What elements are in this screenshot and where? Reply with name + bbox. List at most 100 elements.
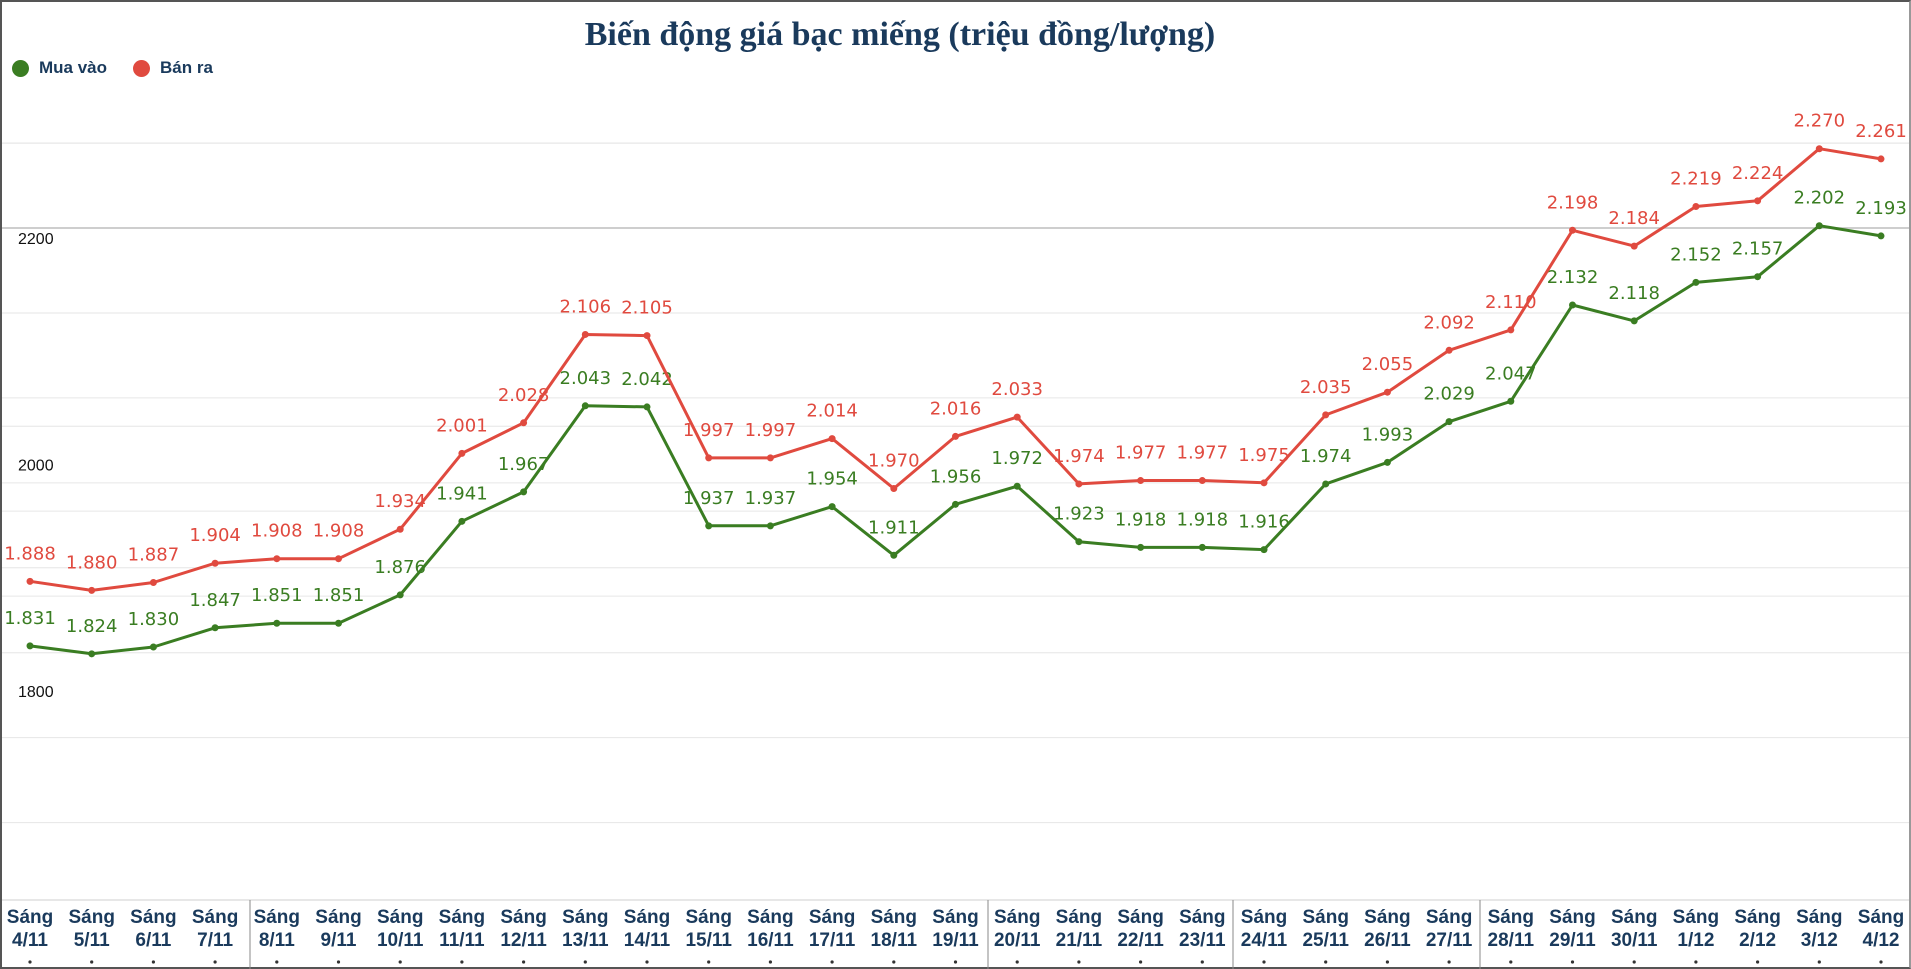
legend-swatch-ban-ra	[133, 59, 151, 77]
point-mua-vao	[1630, 317, 1638, 325]
data-label-ban-ra: 2.110	[1485, 292, 1537, 313]
x-tick-label: 23/11	[1179, 930, 1226, 951]
data-label-ban-ra: 1.970	[868, 450, 920, 471]
data-label-ban-ra: 2.219	[1670, 168, 1722, 189]
point-ban-ra	[705, 454, 713, 462]
data-label-mua-vao: 1.918	[1115, 509, 1167, 530]
x-tick-label: Sáng	[1796, 907, 1842, 928]
point-mua-vao	[1754, 273, 1762, 281]
x-tick-mark	[1694, 960, 1698, 964]
x-tick-label: 3/12	[1801, 930, 1838, 951]
x-tick-mark	[1324, 960, 1328, 964]
point-ban-ra	[1383, 388, 1391, 396]
data-label-ban-ra: 2.016	[930, 398, 982, 419]
point-mua-vao	[766, 522, 774, 530]
data-label-mua-vao: 1.954	[806, 469, 858, 490]
data-label-ban-ra: 1.887	[128, 544, 180, 565]
x-tick-label: 4/12	[1863, 930, 1900, 951]
point-mua-vao	[520, 488, 528, 496]
x-tick-label: 5/11	[74, 930, 110, 951]
data-label-mua-vao: 1.831	[4, 608, 56, 629]
x-tick-label: 15/11	[685, 930, 732, 951]
x-tick-label: Sáng	[500, 907, 546, 928]
point-mua-vao	[458, 517, 466, 525]
x-tick-label: 20/11	[994, 930, 1041, 951]
data-label-ban-ra: 1.974	[1053, 446, 1105, 467]
x-tick-label: 18/11	[871, 930, 918, 951]
x-tick-label: 21/11	[1056, 930, 1103, 951]
point-ban-ra	[581, 330, 589, 338]
x-tick-label: 2/12	[1739, 930, 1776, 951]
point-ban-ra	[1692, 202, 1700, 210]
data-label-mua-vao: 2.118	[1608, 283, 1660, 304]
point-mua-vao	[88, 650, 96, 658]
x-tick-mark	[1447, 960, 1451, 964]
data-label-ban-ra: 2.033	[991, 379, 1043, 400]
point-ban-ra	[1754, 197, 1762, 205]
x-tick-mark	[707, 960, 711, 964]
x-tick-label: 6/11	[135, 930, 171, 951]
point-mua-vao	[1815, 222, 1823, 230]
legend: Mua vào Bán ra	[12, 58, 239, 78]
data-label-ban-ra: 2.092	[1423, 312, 1475, 333]
x-tick-mark	[1385, 960, 1389, 964]
data-label-mua-vao: 1.937	[745, 488, 797, 509]
point-ban-ra	[952, 432, 959, 440]
x-tick-label: Sáng	[994, 907, 1040, 928]
data-label-mua-vao: 1.937	[683, 488, 735, 509]
point-mua-vao	[1322, 480, 1330, 488]
point-ban-ra	[458, 449, 466, 457]
data-label-mua-vao: 1.923	[1053, 504, 1105, 525]
point-ban-ra	[1198, 477, 1206, 485]
series-line-ban-ra	[29, 147, 1882, 592]
point-mua-vao	[335, 619, 342, 627]
x-tick-label: Sáng	[1117, 907, 1163, 928]
point-ban-ra	[1445, 346, 1453, 354]
data-label-mua-vao: 1.918	[1177, 509, 1229, 530]
x-tick-mark	[460, 960, 464, 964]
data-label-mua-vao: 1.851	[251, 585, 303, 606]
point-mua-vao	[1075, 538, 1083, 546]
x-tick-mark	[953, 960, 958, 964]
data-label-ban-ra: 1.888	[4, 543, 56, 564]
point-ban-ra	[1815, 145, 1823, 153]
data-label-ban-ra: 2.105	[621, 298, 673, 319]
data-label-ban-ra: 2.028	[498, 385, 550, 406]
data-label-ban-ra: 2.001	[436, 415, 488, 436]
point-ban-ra	[1260, 479, 1268, 487]
data-label-mua-vao: 1.916	[1238, 512, 1290, 533]
data-label-mua-vao: 2.202	[1794, 188, 1846, 209]
point-mua-vao	[1137, 543, 1145, 551]
data-label-mua-vao: 1.851	[313, 585, 365, 606]
data-label-mua-vao: 1.967	[498, 454, 550, 475]
x-tick-label: 25/11	[1302, 930, 1349, 951]
data-label-ban-ra: 1.997	[683, 420, 735, 441]
data-label-ban-ra: 2.014	[806, 401, 858, 422]
point-ban-ra	[520, 419, 528, 427]
x-tick-label: Sáng	[809, 907, 855, 928]
x-tick-mark	[1015, 960, 1019, 964]
x-tick-mark	[645, 960, 649, 964]
data-label-mua-vao: 2.047	[1485, 363, 1537, 384]
x-tick-mark	[522, 960, 526, 964]
data-label-ban-ra: 2.055	[1362, 354, 1414, 375]
data-label-mua-vao: 2.193	[1855, 198, 1907, 219]
point-mua-vao	[211, 624, 219, 632]
y-tick-label: 1800	[18, 684, 54, 701]
x-tick-mark	[583, 960, 587, 964]
point-mua-vao	[273, 619, 281, 627]
x-tick-mark	[1817, 960, 1821, 964]
x-tick-mark	[830, 960, 834, 964]
data-label-ban-ra: 1.975	[1238, 445, 1290, 466]
point-ban-ra	[149, 578, 157, 586]
point-ban-ra	[26, 577, 34, 585]
x-tick-label: Sáng	[192, 907, 238, 928]
x-tick-label: Sáng	[377, 907, 423, 928]
point-ban-ra	[1630, 242, 1638, 250]
x-tick-label: 26/11	[1364, 930, 1411, 951]
legend-swatch-mua-vao	[12, 59, 29, 77]
data-label-mua-vao: 1.830	[128, 609, 180, 630]
point-ban-ra	[211, 559, 219, 567]
x-tick-label: Sáng	[1241, 907, 1287, 928]
